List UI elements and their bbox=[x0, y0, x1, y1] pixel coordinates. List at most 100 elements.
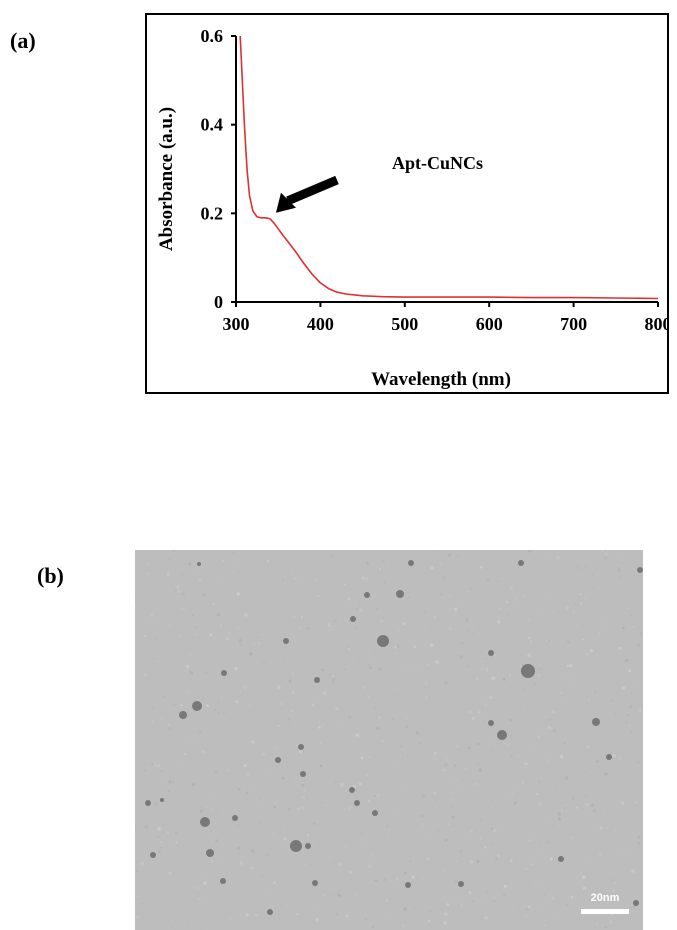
grain bbox=[349, 819, 352, 822]
nanoparticle bbox=[405, 882, 411, 888]
grain bbox=[456, 860, 458, 863]
grain bbox=[621, 686, 626, 690]
grain bbox=[198, 741, 201, 745]
grain bbox=[407, 591, 410, 594]
grain bbox=[549, 807, 553, 810]
grain bbox=[582, 638, 585, 641]
grain bbox=[604, 926, 608, 929]
grain bbox=[467, 591, 470, 593]
grain bbox=[317, 593, 319, 596]
grain bbox=[159, 772, 163, 776]
grain bbox=[477, 742, 480, 746]
grain bbox=[277, 897, 280, 900]
grain bbox=[449, 791, 452, 794]
grain bbox=[346, 913, 350, 917]
grain bbox=[477, 763, 480, 766]
grain bbox=[185, 823, 189, 827]
grain bbox=[563, 742, 567, 745]
grain bbox=[263, 782, 266, 785]
grain bbox=[268, 770, 271, 773]
grain bbox=[491, 842, 494, 845]
grain bbox=[514, 693, 517, 695]
grain bbox=[401, 757, 404, 759]
grain bbox=[602, 905, 605, 908]
grain bbox=[585, 747, 587, 750]
grain bbox=[541, 625, 545, 629]
grain bbox=[614, 712, 617, 716]
grain bbox=[366, 550, 371, 555]
grain bbox=[469, 829, 473, 833]
grain bbox=[239, 861, 244, 865]
grain bbox=[480, 877, 482, 879]
grain bbox=[417, 775, 419, 777]
grain bbox=[391, 670, 393, 672]
grain bbox=[322, 893, 326, 897]
grain bbox=[300, 616, 304, 619]
grain bbox=[456, 745, 459, 748]
grain bbox=[525, 914, 528, 918]
grain bbox=[304, 863, 307, 866]
grain bbox=[552, 916, 555, 919]
grain bbox=[546, 840, 551, 845]
x-tick-label: 300 bbox=[223, 314, 250, 334]
grain bbox=[637, 761, 640, 764]
grain bbox=[537, 921, 539, 924]
grain bbox=[471, 780, 474, 783]
grain bbox=[284, 582, 286, 584]
grain bbox=[135, 747, 136, 749]
grain bbox=[247, 555, 249, 557]
grain bbox=[557, 812, 561, 816]
grain bbox=[456, 779, 458, 782]
grain bbox=[407, 596, 411, 600]
grain bbox=[165, 831, 169, 835]
grain bbox=[551, 709, 555, 714]
grain bbox=[530, 640, 532, 643]
grain bbox=[558, 676, 563, 680]
grain bbox=[198, 569, 200, 571]
grain bbox=[288, 679, 292, 683]
grain bbox=[401, 924, 405, 927]
grain bbox=[395, 651, 398, 655]
grain bbox=[515, 558, 518, 561]
grain bbox=[207, 806, 209, 808]
grain bbox=[616, 599, 619, 602]
nanoparticle bbox=[267, 909, 273, 915]
grain bbox=[214, 839, 218, 843]
grain bbox=[332, 887, 336, 891]
grain bbox=[488, 569, 491, 572]
grain bbox=[331, 680, 334, 684]
grain bbox=[225, 636, 230, 641]
grain bbox=[380, 620, 383, 623]
grain bbox=[586, 745, 590, 749]
grain bbox=[178, 634, 182, 638]
grain bbox=[390, 617, 393, 620]
grain bbox=[311, 703, 315, 707]
grain bbox=[528, 905, 531, 909]
grain bbox=[243, 764, 247, 768]
x-tick-label: 700 bbox=[560, 314, 587, 334]
grain bbox=[468, 786, 471, 789]
grain bbox=[354, 740, 356, 742]
grain bbox=[154, 763, 157, 767]
nanoparticle bbox=[518, 560, 524, 566]
grain bbox=[176, 587, 178, 589]
grain bbox=[538, 781, 540, 783]
grain bbox=[485, 668, 489, 671]
grain bbox=[397, 628, 401, 632]
grain bbox=[207, 766, 210, 769]
grain bbox=[258, 611, 260, 614]
grain bbox=[230, 719, 234, 722]
grain bbox=[228, 750, 230, 753]
grain bbox=[609, 920, 613, 924]
grain bbox=[209, 808, 213, 811]
grain bbox=[500, 785, 503, 788]
x-axis-label: Wavelength (nm) bbox=[371, 369, 511, 390]
grain bbox=[368, 666, 372, 669]
grain bbox=[278, 705, 282, 709]
grain bbox=[501, 756, 504, 759]
grain bbox=[584, 761, 586, 764]
grain bbox=[167, 558, 170, 561]
grain bbox=[160, 770, 163, 773]
grain bbox=[628, 724, 631, 727]
grain bbox=[595, 569, 598, 572]
